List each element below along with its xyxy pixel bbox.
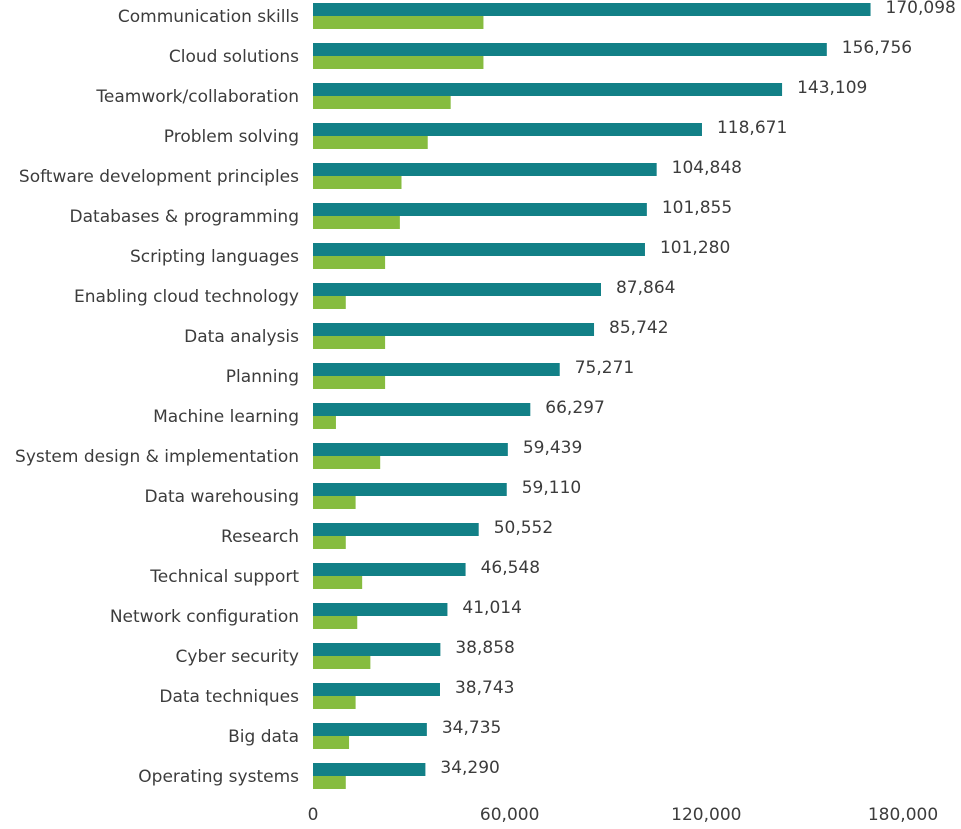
bar bbox=[313, 83, 783, 96]
bar bbox=[313, 363, 560, 376]
bar bbox=[313, 696, 356, 709]
bar bbox=[313, 16, 484, 29]
value-label: 118,671 bbox=[717, 118, 787, 138]
bar bbox=[313, 336, 386, 349]
value-label: 87,864 bbox=[616, 278, 675, 298]
bar bbox=[313, 576, 363, 589]
category-label: System design & implementation bbox=[15, 447, 299, 467]
category-label: Software development principles bbox=[19, 167, 299, 187]
category-label: Databases & programming bbox=[70, 207, 299, 227]
category-label: Planning bbox=[226, 367, 299, 387]
value-label: 59,439 bbox=[523, 438, 582, 458]
bar bbox=[313, 416, 336, 429]
bar bbox=[313, 776, 346, 789]
bar bbox=[313, 723, 427, 736]
bar bbox=[313, 536, 346, 549]
category-label: Big data bbox=[228, 727, 299, 747]
value-label: 50,552 bbox=[494, 518, 553, 538]
value-label: 156,756 bbox=[842, 38, 912, 58]
bar bbox=[313, 643, 441, 656]
category-label: Data warehousing bbox=[145, 487, 300, 507]
category-label: Enabling cloud technology bbox=[74, 287, 299, 307]
bar bbox=[313, 176, 402, 189]
bar bbox=[313, 203, 647, 216]
category-label: Teamwork/collaboration bbox=[95, 87, 299, 107]
category-label: Technical support bbox=[149, 567, 299, 587]
x-tick-label: 0 bbox=[308, 805, 319, 825]
bar bbox=[313, 456, 381, 469]
value-label: 41,014 bbox=[462, 598, 521, 618]
value-label: 38,743 bbox=[455, 678, 514, 698]
x-tick-label: 180,000 bbox=[868, 805, 938, 825]
bar bbox=[313, 443, 508, 456]
category-label: Data techniques bbox=[159, 687, 299, 707]
value-label: 104,848 bbox=[672, 158, 742, 178]
category-label: Cloud solutions bbox=[169, 47, 299, 67]
value-label: 34,290 bbox=[440, 758, 499, 778]
bar bbox=[313, 483, 507, 496]
value-label: 38,858 bbox=[455, 638, 514, 658]
bar bbox=[313, 136, 428, 149]
bar bbox=[313, 616, 358, 629]
value-label: 75,271 bbox=[575, 358, 634, 378]
bar bbox=[313, 3, 871, 16]
category-label: Scripting languages bbox=[130, 247, 299, 267]
value-label: 59,110 bbox=[522, 478, 581, 498]
bar bbox=[313, 563, 466, 576]
category-label: Network configuration bbox=[110, 607, 299, 627]
bar bbox=[313, 656, 371, 669]
value-label: 170,098 bbox=[886, 0, 956, 18]
value-label: 34,735 bbox=[442, 718, 501, 738]
value-label: 46,548 bbox=[481, 558, 540, 578]
bar bbox=[313, 523, 479, 536]
bar bbox=[313, 56, 484, 69]
x-tick-label: 60,000 bbox=[480, 805, 539, 825]
bar bbox=[313, 216, 400, 229]
bar bbox=[313, 296, 346, 309]
category-label: Research bbox=[221, 527, 299, 547]
bar bbox=[313, 736, 350, 749]
x-tick-label: 120,000 bbox=[671, 805, 741, 825]
bar bbox=[313, 243, 645, 256]
bar bbox=[313, 763, 426, 776]
bar bbox=[313, 283, 601, 296]
value-label: 66,297 bbox=[545, 398, 604, 418]
bar bbox=[313, 376, 386, 389]
category-label: Problem solving bbox=[164, 127, 299, 147]
bar bbox=[313, 403, 531, 416]
bar bbox=[313, 323, 595, 336]
value-label: 143,109 bbox=[797, 78, 867, 98]
bar bbox=[313, 43, 827, 56]
value-label: 101,280 bbox=[660, 238, 730, 258]
value-label: 85,742 bbox=[609, 318, 668, 338]
category-label: Machine learning bbox=[153, 407, 299, 427]
bar bbox=[313, 163, 657, 176]
bar bbox=[313, 683, 440, 696]
value-label: 101,855 bbox=[662, 198, 732, 218]
bar bbox=[313, 96, 451, 109]
category-label: Data analysis bbox=[184, 327, 299, 347]
category-label: Cyber security bbox=[176, 647, 299, 667]
bar bbox=[313, 496, 356, 509]
bar bbox=[313, 123, 702, 136]
bar bbox=[313, 256, 386, 269]
category-label: Communication skills bbox=[118, 7, 299, 27]
category-label: Operating systems bbox=[138, 767, 299, 787]
bar bbox=[313, 603, 448, 616]
